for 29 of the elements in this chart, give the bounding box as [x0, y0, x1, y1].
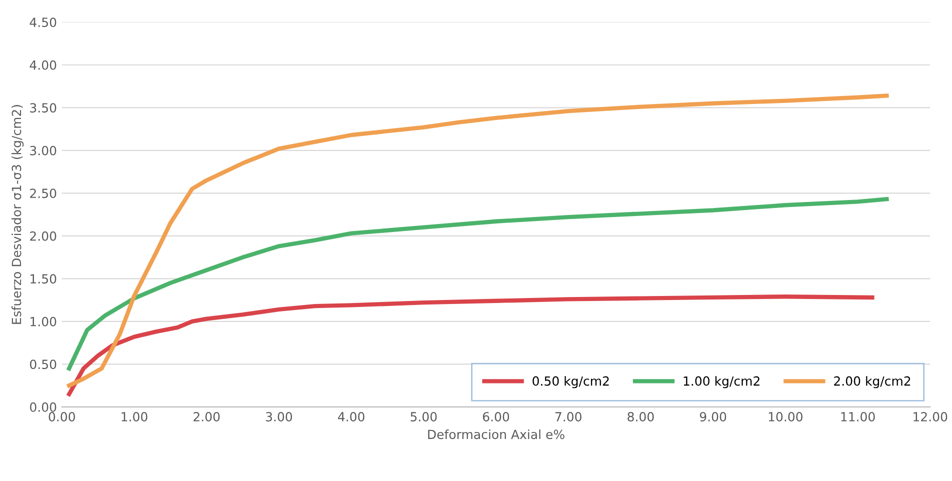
y-tick-label: 0.00 [30, 402, 56, 412]
x-tick-label: 8.00 [628, 412, 654, 422]
x-tick-label: 5.00 [410, 412, 437, 422]
x-tick-label: 6.00 [482, 412, 510, 422]
x-tick-label: 1.00 [122, 412, 148, 422]
legend-label: 1.00 kg/cm2 [684, 376, 760, 388]
x-tick-label: 2.00 [194, 412, 220, 422]
y-tick-label: 0.50 [30, 360, 56, 370]
y-tick-label: 4.00 [30, 60, 56, 70]
y-tick-label: 1.00 [30, 316, 56, 326]
y-tick-label: 2.00 [30, 231, 56, 241]
x-tick-label: 7.00 [555, 412, 582, 422]
y-tick-label: 2.50 [30, 188, 56, 198]
x-tick-label: 0.00 [48, 412, 75, 422]
y-tick-label: 3.50 [30, 103, 56, 113]
legend-label: 0.50 kg/cm2 [532, 376, 609, 388]
legend-label: 2.00 kg/cm2 [834, 376, 910, 388]
x-tick-label: 9.00 [700, 412, 726, 422]
x-tick-label: 3.00 [266, 412, 292, 422]
x-axis-title: Deformacion Axial e% [428, 429, 564, 440]
y-tick-label: 4.50 [30, 18, 56, 28]
x-tick-label: 11.00 [841, 412, 875, 422]
line-series [67, 197, 889, 371]
x-tick-label: 4.00 [338, 412, 364, 422]
x-tick-label: 12.00 [914, 412, 948, 422]
y-tick-label: 3.00 [30, 146, 56, 156]
y-axis-title: Esfuerzo Desviador σ1-σ3 (kg/cm2) [12, 105, 24, 324]
y-tick-label: 1.50 [30, 274, 56, 284]
x-tick-label: 10.00 [768, 412, 802, 422]
